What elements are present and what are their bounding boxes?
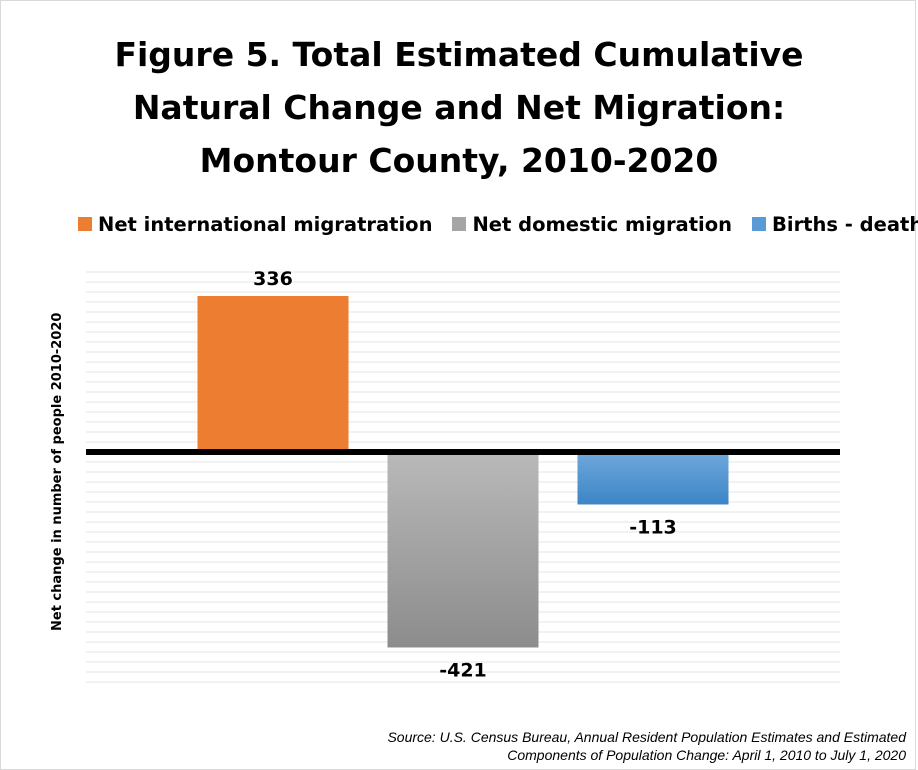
data-label-net-domestic: -421 [439, 659, 487, 681]
chart-title-line-2: Natural Change and Net Migration: [132, 88, 786, 127]
chart-title: Figure 5. Total Estimated Cumulative Nat… [0, 28, 918, 187]
bars [197, 296, 729, 648]
legend-label-international: Net international migratration [98, 212, 433, 236]
legend-swatch-domestic [452, 217, 467, 231]
legend-item-international: Net international migratration [78, 213, 432, 236]
source-note: Source: U.S. Census Bureau, Annual Resid… [387, 728, 906, 764]
legend-swatch-international [78, 217, 92, 231]
chart-title-line-1: Figure 5. Total Estimated Cumulative [114, 35, 804, 74]
legend-label-domestic: Net domestic migration [472, 212, 733, 236]
data-label-births-deaths: -113 [629, 516, 677, 538]
legend-label-natural-change: Births - deaths [772, 212, 918, 236]
bar-net-domestic [387, 452, 539, 648]
legend-item-domestic: Net domestic migration [452, 213, 732, 236]
chart-title-line-3: Montour County, 2010-2020 [199, 141, 719, 180]
data-labels: 336 -421 -113 [253, 268, 677, 681]
bar-net-international [197, 296, 349, 452]
legend-item-natural-change: Births - deaths [752, 213, 918, 236]
source-line-1: Source: U.S. Census Bureau, Annual Resid… [387, 729, 906, 745]
bar-births-deaths [577, 452, 729, 505]
legend-swatch-natural-change [752, 217, 767, 231]
data-label-net-international: 336 [253, 268, 293, 290]
source-line-2: Components of Population Change: April 1… [507, 747, 906, 763]
chart-legend: Net international migratration Net domes… [78, 211, 918, 237]
